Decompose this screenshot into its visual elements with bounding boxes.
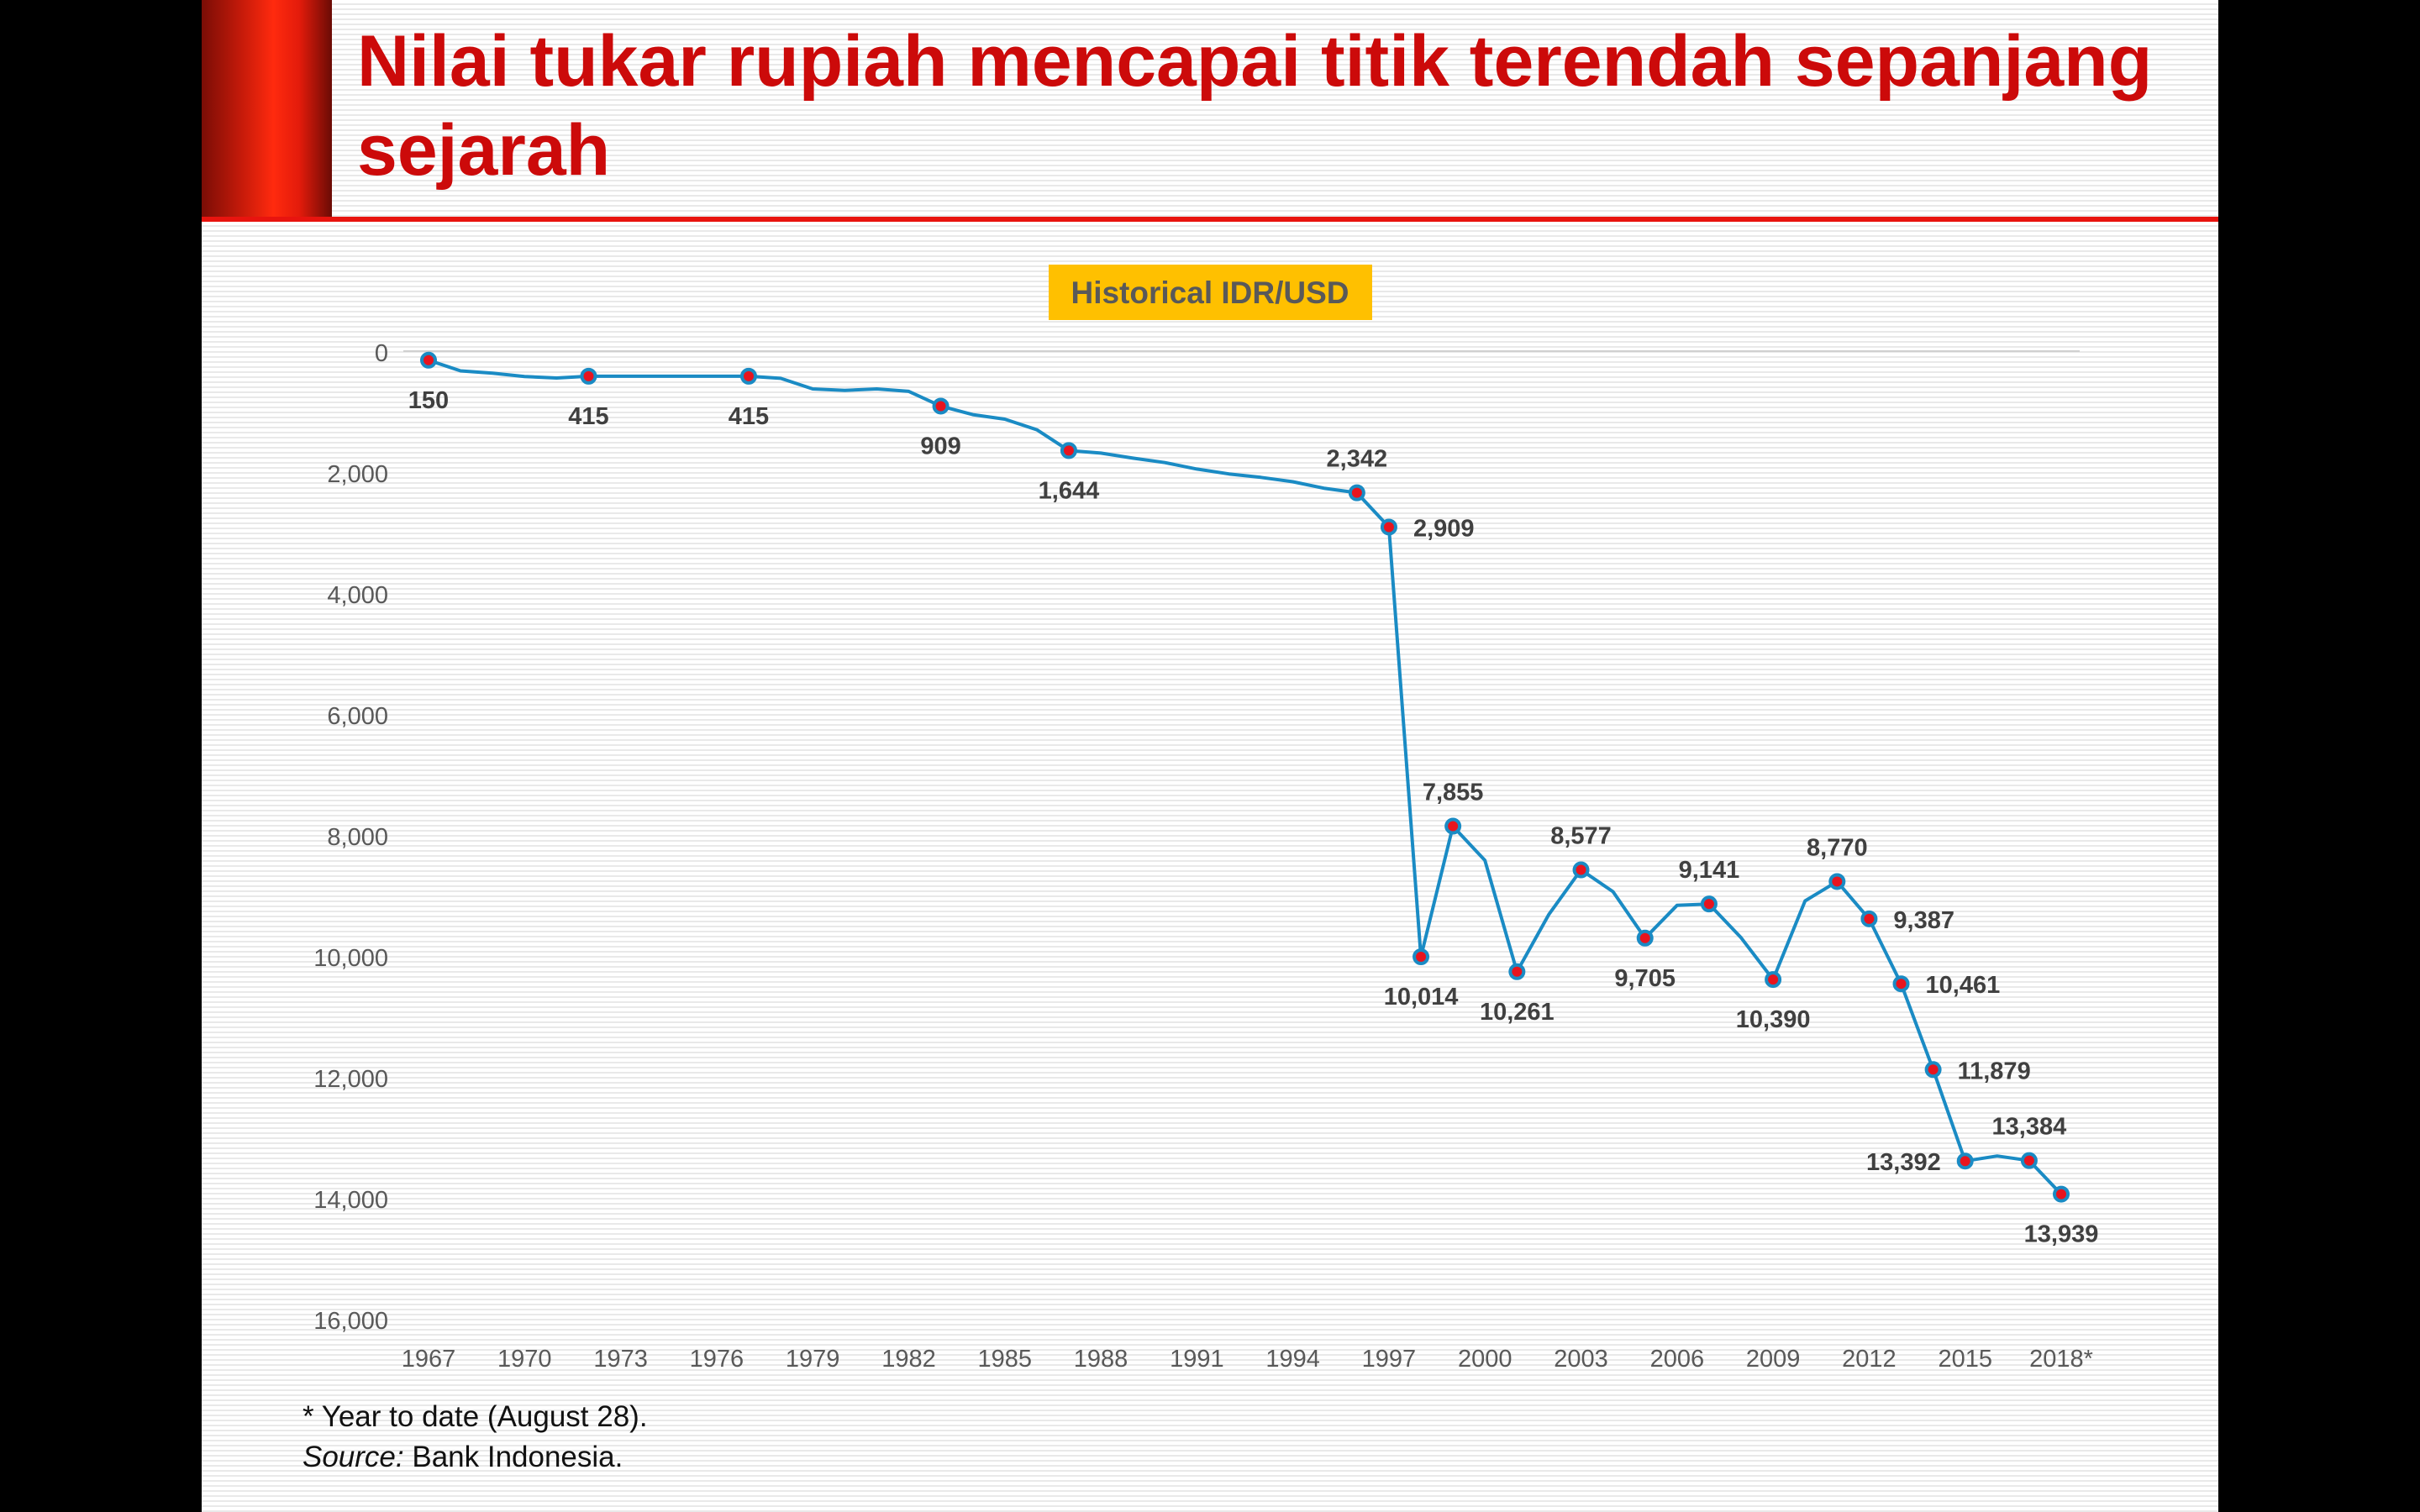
source-label: Source: (302, 1441, 404, 1473)
data-label: 415 (729, 403, 769, 430)
data-marker (1572, 861, 1590, 879)
data-marker (1892, 975, 1910, 993)
chart-title: Historical IDR/USD (1049, 265, 1372, 320)
x-tick-label: 2009 (1746, 1346, 1801, 1373)
title-divider (202, 217, 2218, 222)
series-line-group (428, 358, 2063, 1195)
data-marker (1924, 1061, 1942, 1079)
data-marker (2020, 1152, 2038, 1169)
slide: Nilai tukar rupiah mencapai titik terend… (202, 0, 2218, 1512)
data-marker (1828, 873, 1846, 890)
x-tick-label: 1985 (978, 1346, 1033, 1373)
data-marker (2053, 1185, 2070, 1203)
data-label: 10,390 (1736, 1006, 1811, 1033)
x-tick-label: 2003 (1554, 1346, 1608, 1373)
x-tick-label: 2018* (2029, 1346, 2093, 1373)
x-tick-label: 1994 (1265, 1346, 1320, 1373)
data-marker (932, 397, 950, 415)
data-marker (1700, 895, 1718, 913)
y-tick-label: 2,000 (327, 461, 388, 488)
data-marker (1413, 948, 1430, 966)
data-marker (1765, 971, 1782, 989)
data-marker (580, 367, 597, 385)
data-label: 1,644 (1039, 477, 1100, 504)
footnote: * Year to date (August 28). Source: Bank… (302, 1397, 648, 1478)
x-tick-label: 1967 (402, 1346, 456, 1373)
data-label: 10,461 (1926, 972, 2001, 999)
y-tick-label: 10,000 (313, 945, 388, 972)
y-axis-tick-labels: 0 2,000 4,000 6,000 8,000 10,000 12,000 14,000 1… (313, 340, 388, 1335)
data-marker (1860, 910, 1878, 927)
data-label: 2,342 (1327, 446, 1388, 473)
x-tick-label: 1988 (1074, 1346, 1128, 1373)
data-label: 909 (920, 433, 960, 459)
data-labels: 150 415 415 909 1,644 2,342 2,909 10,014 7,855 10… (408, 387, 2099, 1248)
data-marker (1444, 817, 1462, 835)
x-axis-tick-labels: 1967 1970 1973 1976 1979 1982 1985 1988 1991 1994… (402, 1346, 2093, 1373)
data-label: 7,855 (1423, 780, 1484, 806)
y-tick-label: 14,000 (313, 1187, 388, 1214)
data-label: 150 (408, 387, 449, 414)
series-line (428, 358, 2063, 1195)
y-tick-label: 4,000 (327, 582, 388, 609)
data-marker (1380, 518, 1397, 536)
ytd-note: * Year to date (August 28). (302, 1400, 648, 1433)
data-label: 10,014 (1384, 984, 1459, 1011)
data-marker (1348, 484, 1365, 501)
data-markers (420, 351, 2070, 1203)
source-text: Bank Indonesia. (403, 1441, 623, 1473)
data-label: 10,261 (1480, 999, 1555, 1026)
x-tick-label: 1982 (881, 1346, 936, 1373)
chart-title-text: Historical IDR/USD (1071, 276, 1349, 310)
accent-bar (202, 0, 332, 217)
data-marker (1956, 1152, 1974, 1170)
y-tick-label: 12,000 (313, 1066, 388, 1093)
source-line: Source: Bank Indonesia. (302, 1437, 648, 1478)
exchange-rate-chart: Historical IDR/USD 0 2,000 4,000 6,000 8,000… (313, 265, 2099, 1373)
data-label: 8,577 (1550, 823, 1612, 850)
x-tick-label: 2006 (1650, 1346, 1705, 1373)
x-tick-label: 2012 (1842, 1346, 1897, 1373)
data-marker (1060, 442, 1077, 459)
data-marker (420, 351, 437, 369)
data-label: 13,384 (1992, 1114, 2067, 1141)
data-label: 13,939 (2024, 1221, 2099, 1248)
data-label: 13,392 (1866, 1149, 1941, 1176)
x-tick-label: 1991 (1170, 1346, 1224, 1373)
data-label: 9,141 (1679, 857, 1740, 884)
data-marker (1508, 963, 1526, 980)
data-label: 9,387 (1893, 907, 1954, 934)
y-tick-label: 0 (375, 340, 388, 367)
data-label: 9,705 (1614, 965, 1676, 992)
x-tick-label: 2015 (1938, 1346, 1992, 1373)
y-tick-label: 6,000 (327, 703, 388, 730)
data-label: 415 (568, 403, 608, 430)
x-tick-label: 2000 (1458, 1346, 1512, 1373)
x-tick-label: 1997 (1362, 1346, 1417, 1373)
x-tick-label: 1970 (497, 1346, 552, 1373)
y-tick-label: 16,000 (313, 1308, 388, 1335)
y-tick-label: 8,000 (327, 824, 388, 851)
data-label: 11,879 (1958, 1058, 2031, 1084)
x-tick-label: 1979 (786, 1346, 840, 1373)
x-tick-label: 1973 (593, 1346, 648, 1373)
data-marker (1636, 929, 1654, 947)
x-tick-label: 1976 (690, 1346, 744, 1373)
data-label: 8,770 (1807, 834, 1868, 861)
chart-title-background (1049, 265, 1372, 320)
data-marker (739, 367, 757, 385)
slide-title: Nilai tukar rupiah mencapai titik terend… (357, 21, 2153, 191)
data-label: 2,909 (1413, 515, 1475, 542)
